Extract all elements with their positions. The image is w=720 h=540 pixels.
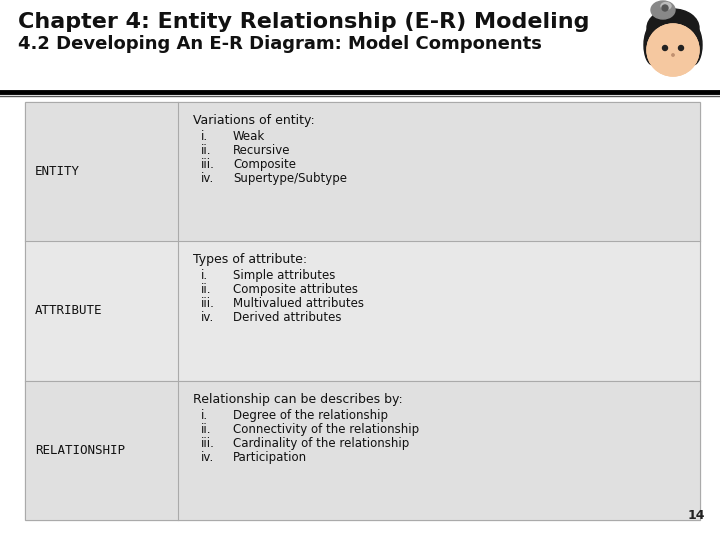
Text: Chapter 4: Entity Relationship (E-R) Modeling: Chapter 4: Entity Relationship (E-R) Mod… (18, 12, 590, 32)
Text: 4.2 Developing An E-R Diagram: Model Components: 4.2 Developing An E-R Diagram: Model Com… (18, 35, 542, 53)
Text: ATTRIBUTE: ATTRIBUTE (35, 305, 102, 318)
Ellipse shape (684, 25, 702, 65)
Text: Recursive: Recursive (233, 144, 290, 157)
Text: iii.: iii. (201, 298, 215, 310)
Text: Types of attribute:: Types of attribute: (193, 253, 307, 266)
Text: Multivalued attributes: Multivalued attributes (233, 298, 364, 310)
Text: ii.: ii. (201, 284, 212, 296)
Text: ii.: ii. (201, 423, 212, 436)
Text: Degree of the relationship: Degree of the relationship (233, 409, 388, 422)
Ellipse shape (661, 3, 671, 10)
Text: RELATIONSHIP: RELATIONSHIP (35, 444, 125, 457)
Bar (25, 381, 700, 520)
Text: Supertype/Subtype: Supertype/Subtype (233, 172, 347, 185)
Text: Derived attributes: Derived attributes (233, 312, 341, 325)
Text: 14: 14 (688, 509, 705, 522)
Text: iv.: iv. (201, 312, 215, 325)
Text: Simple attributes: Simple attributes (233, 269, 336, 282)
Text: Cardinality of the relationship: Cardinality of the relationship (233, 437, 409, 450)
Ellipse shape (651, 1, 675, 19)
Text: ii.: ii. (201, 144, 212, 157)
Ellipse shape (644, 25, 662, 65)
Text: Composite: Composite (233, 158, 296, 171)
Bar (25, 102, 700, 241)
Text: ENTITY: ENTITY (35, 165, 80, 178)
Circle shape (672, 54, 674, 56)
Text: i.: i. (201, 130, 208, 143)
Text: Relationship can be describes by:: Relationship can be describes by: (193, 393, 402, 406)
Circle shape (647, 24, 699, 76)
Text: iii.: iii. (201, 158, 215, 171)
Text: iii.: iii. (201, 437, 215, 450)
Bar (25, 241, 700, 381)
Circle shape (647, 24, 699, 76)
Text: iv.: iv. (201, 172, 215, 185)
Ellipse shape (647, 9, 699, 47)
Text: Weak: Weak (233, 130, 265, 143)
Text: Variations of entity:: Variations of entity: (193, 114, 315, 127)
Circle shape (662, 5, 668, 11)
Circle shape (678, 45, 683, 51)
Bar (0, 0, 720, 92)
Text: iv.: iv. (201, 451, 215, 464)
Ellipse shape (681, 53, 691, 59)
Bar (25, 102, 700, 520)
Ellipse shape (655, 53, 665, 59)
Circle shape (662, 45, 667, 51)
Text: i.: i. (201, 409, 208, 422)
Text: Composite attributes: Composite attributes (233, 284, 358, 296)
Text: Connectivity of the relationship: Connectivity of the relationship (233, 423, 419, 436)
Text: Participation: Participation (233, 451, 307, 464)
Text: i.: i. (201, 269, 208, 282)
